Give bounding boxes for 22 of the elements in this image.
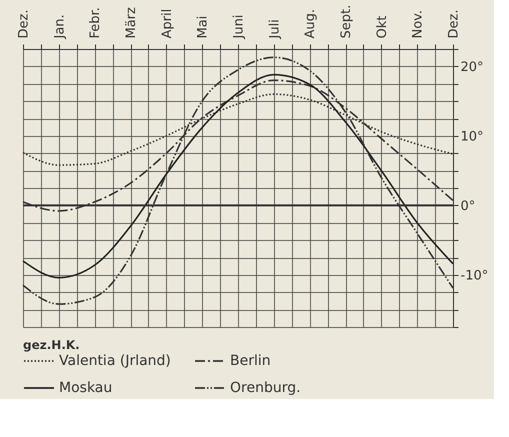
x-tick-label: Nov. <box>410 10 426 38</box>
x-tick-label: Juli <box>267 19 282 40</box>
legend-label: Valentia (Jrland) <box>59 353 171 369</box>
x-tick-label: Sept. <box>339 4 354 38</box>
y-tick-label: 0° <box>460 198 476 214</box>
x-tick-label: Dez. <box>446 10 462 38</box>
x-tick-label: Okt <box>374 16 390 38</box>
x-tick-label: Febr. <box>88 7 104 38</box>
legend-label: Berlin <box>230 353 271 369</box>
x-tick-label: Mai <box>196 16 211 38</box>
x-tick-label: April <box>160 8 175 38</box>
x-tick-label: Dez. <box>16 10 32 38</box>
legend-label: Moskau <box>59 380 112 396</box>
x-tick-label: Juni <box>232 14 246 40</box>
text: gez.H.K. <box>23 338 80 352</box>
x-tick-label: Aug. <box>303 8 318 38</box>
y-tick-label: 20° <box>460 60 484 75</box>
y-tick-label: -10° <box>460 268 488 284</box>
y-tick-label: 10° <box>460 129 484 144</box>
x-tick-label: März <box>124 6 139 38</box>
legend-label: Orenburg. <box>230 380 301 396</box>
x-tick-label: Jan. <box>52 14 68 40</box>
